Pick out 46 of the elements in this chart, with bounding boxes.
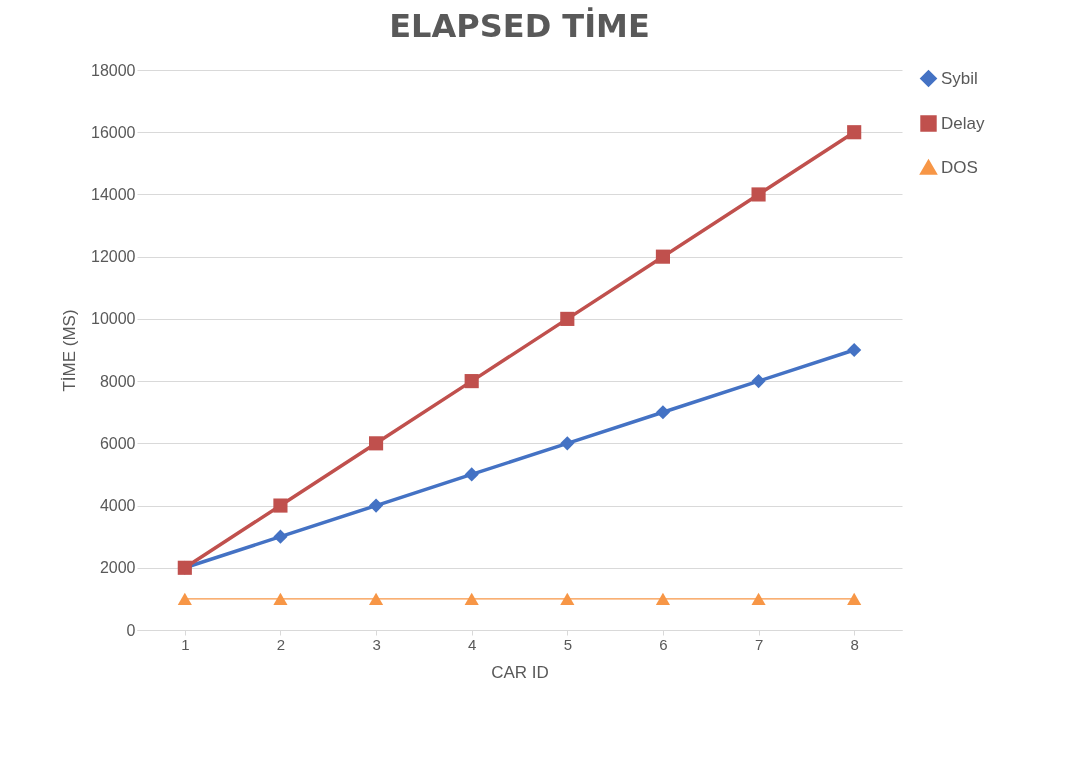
y-tick-label: 18000 — [91, 61, 136, 79]
point — [177, 592, 192, 606]
point — [368, 436, 384, 451]
chart-title: ELAPSED TİME — [389, 7, 650, 45]
point — [464, 467, 479, 482]
y-tick-label: 6000 — [99, 434, 136, 452]
point — [560, 436, 575, 451]
y-tick-label: 14000 — [91, 185, 136, 203]
y-tick-label: 2000 — [99, 559, 136, 577]
point — [847, 342, 862, 358]
point — [368, 498, 384, 513]
x-axis-title: CAR ID — [491, 662, 549, 682]
point — [368, 592, 384, 606]
legend-label: Sybil — [941, 68, 978, 88]
point — [655, 249, 671, 264]
x-tick-label: 5 — [563, 635, 572, 653]
y-tick-label: 0 — [126, 621, 136, 639]
point — [273, 529, 288, 544]
point — [751, 374, 766, 389]
x-tick-label: 2 — [276, 635, 286, 653]
x-tick-label: 4 — [468, 635, 477, 653]
point — [464, 592, 479, 606]
point — [655, 405, 671, 420]
y-tick-label: 12000 — [91, 248, 136, 266]
point — [273, 592, 288, 606]
legend-label: Delay — [941, 113, 985, 133]
point — [751, 592, 766, 606]
y-axis-title: TİME (MS) — [60, 309, 80, 392]
point — [464, 374, 479, 389]
point — [273, 498, 288, 513]
legend-label: DOS — [941, 157, 978, 177]
point — [560, 311, 575, 326]
point — [655, 592, 671, 606]
y-tick-label: 10000 — [91, 310, 136, 328]
x-tick-label: 3 — [372, 635, 381, 653]
y-tick-label: 4000 — [99, 497, 136, 515]
point — [847, 125, 862, 140]
y-tick-label: 16000 — [91, 123, 136, 141]
point — [560, 592, 575, 606]
point — [751, 187, 766, 202]
x-tick-label: 6 — [659, 635, 668, 653]
x-tick-label: 8 — [850, 635, 859, 653]
x-tick-label: 1 — [181, 635, 190, 653]
x-tick-label: 7 — [754, 635, 764, 653]
point — [847, 592, 862, 606]
y-tick-label: 8000 — [99, 372, 136, 390]
